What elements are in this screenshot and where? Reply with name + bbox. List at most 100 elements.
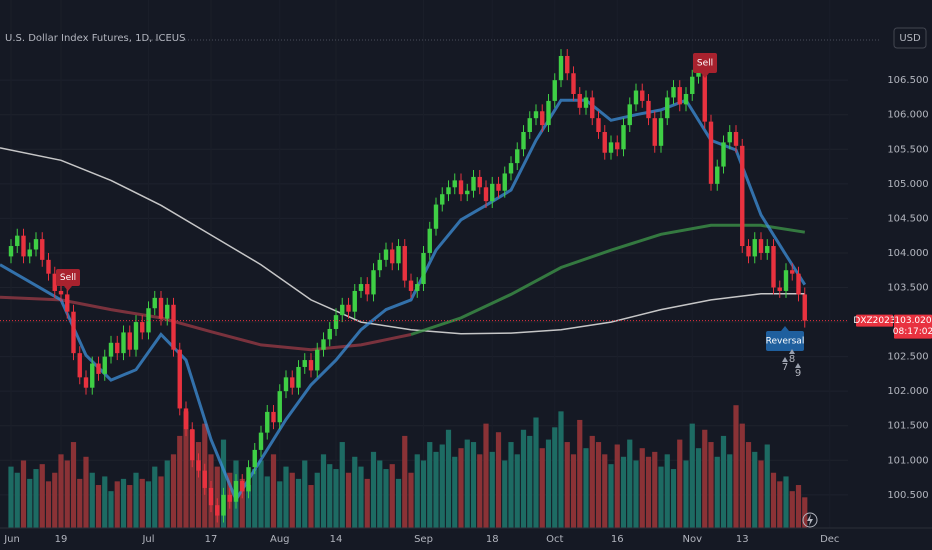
- x-tick-label: 14: [330, 534, 343, 545]
- volume-bar: [339, 442, 345, 528]
- volume-bar: [102, 476, 108, 528]
- symbol-tag: [856, 314, 893, 327]
- candle-body: [715, 166, 720, 184]
- volume-bar: [745, 442, 752, 528]
- countdown-label: 08:17:02: [893, 327, 932, 337]
- volume-bar: [495, 432, 502, 528]
- candle-body: [590, 97, 595, 119]
- volume-bar: [345, 472, 352, 528]
- candle-body: [40, 239, 45, 260]
- volume-bar: [583, 448, 589, 528]
- chart-title: U.S. Dollar Index Futures, 1D, ICEUS: [5, 33, 185, 44]
- candle-body: [52, 273, 57, 291]
- volume-bar: [589, 435, 595, 528]
- volume-bar: [83, 456, 89, 528]
- candle-body: [733, 132, 739, 146]
- volume-bar: [45, 481, 52, 528]
- volume-bar: [139, 478, 145, 528]
- candle-body: [265, 411, 270, 433]
- volume-bar: [308, 485, 314, 528]
- replay-icon[interactable]: [802, 512, 818, 528]
- replay-icon-bolt[interactable]: [807, 514, 813, 526]
- volume-bar: [795, 485, 802, 528]
- candle-body: [571, 73, 576, 94]
- candle-body: [115, 342, 120, 354]
- candle-body: [71, 311, 76, 354]
- candle-body: [296, 366, 301, 388]
- candle-body: [202, 470, 207, 488]
- x-tick-label: 13: [736, 534, 749, 545]
- volume-bar: [770, 472, 777, 528]
- candle-body: [327, 328, 332, 340]
- y-tick-label: 101.000: [887, 455, 928, 466]
- candle-body: [365, 284, 370, 295]
- y-tick-label: 105.500: [887, 144, 928, 155]
- candle-body: [521, 132, 526, 150]
- candle-body: [696, 69, 701, 77]
- candle-body: [308, 360, 314, 371]
- volume-bar: [402, 435, 408, 528]
- count-label: 7: [782, 362, 788, 373]
- volume-bar: [627, 439, 633, 528]
- volume-bar: [89, 472, 95, 528]
- candle-body: [290, 377, 295, 388]
- volume-bar: [608, 464, 614, 528]
- x-tick-label: Nov: [682, 534, 702, 545]
- candle-body: [283, 377, 289, 392]
- candle-body: [21, 235, 26, 257]
- volume-bar: [64, 460, 70, 528]
- volume-bar: [683, 460, 689, 528]
- volume-bar: [358, 466, 364, 528]
- x-tick-label: Oct: [546, 534, 563, 545]
- candle-body: [540, 111, 545, 126]
- candle-body: [652, 118, 657, 146]
- candle-body: [477, 176, 482, 188]
- candle-body: [740, 145, 745, 247]
- volume-bar: [764, 444, 770, 528]
- candle-body: [640, 90, 645, 101]
- volume-bar: [439, 444, 445, 528]
- candle-body: [421, 252, 426, 285]
- volume-bar: [158, 476, 164, 528]
- volume-bar: [302, 460, 308, 528]
- signal-tag: [56, 269, 80, 286]
- candle-body: [508, 163, 514, 174]
- candle-body: [708, 121, 714, 184]
- volume-bar: [514, 454, 520, 528]
- candle-body: [596, 118, 601, 132]
- candle-body: [565, 55, 570, 74]
- candle-body: [527, 118, 532, 132]
- volume-bar: [483, 423, 489, 528]
- currency-label[interactable]: USD: [899, 33, 921, 44]
- candle-body: [8, 246, 14, 257]
- candle-body: [765, 246, 770, 253]
- candle-body: [390, 249, 395, 264]
- currency-button[interactable]: [893, 27, 927, 49]
- candle-body: [721, 142, 726, 167]
- candle-body: [658, 118, 664, 146]
- candle-body: [746, 246, 751, 257]
- volume-bar: [264, 476, 270, 528]
- volume-bar: [314, 472, 320, 528]
- candle-body: [227, 494, 232, 502]
- candle-body: [496, 183, 501, 191]
- volume-bar: [333, 469, 339, 528]
- candle-body: [140, 322, 145, 333]
- volume-bar: [720, 435, 727, 528]
- candle-body: [683, 93, 689, 105]
- candle-body: [102, 356, 107, 374]
- candle-body: [252, 449, 257, 468]
- volume-bar: [189, 429, 195, 528]
- volume-bar: [464, 439, 470, 528]
- candle-body: [340, 304, 345, 316]
- volume-bar: [39, 464, 45, 528]
- volume-bar: [164, 460, 170, 528]
- candle-body: [271, 411, 276, 423]
- volume-bar: [527, 435, 533, 528]
- volume-bar: [577, 419, 583, 528]
- symbol-label: DXZ2023: [853, 316, 895, 326]
- candle-body: [646, 100, 651, 119]
- candle-body: [108, 342, 114, 357]
- candle-body: [558, 55, 564, 81]
- candle-body: [758, 239, 764, 253]
